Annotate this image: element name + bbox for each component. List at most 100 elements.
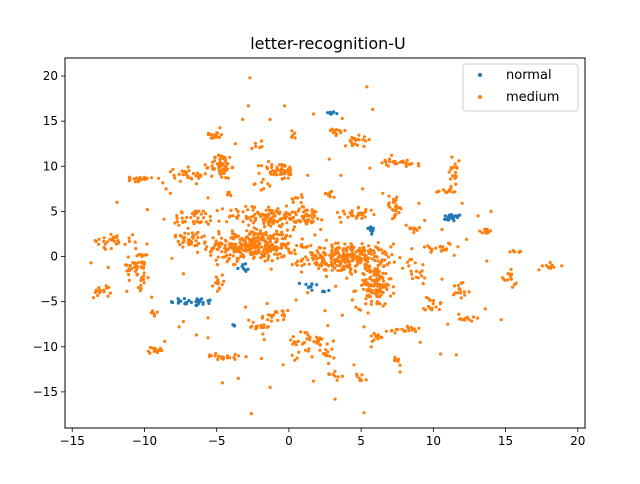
data-point <box>364 378 368 382</box>
data-point <box>259 139 263 143</box>
data-point <box>332 356 336 360</box>
data-point <box>229 208 233 212</box>
data-point <box>265 250 269 255</box>
data-point <box>324 353 328 357</box>
data-point <box>295 243 299 248</box>
data-point <box>265 167 270 171</box>
data-point <box>266 213 271 217</box>
data-point <box>205 166 209 170</box>
data-point <box>550 263 554 267</box>
data-point <box>351 136 355 140</box>
data-point <box>350 298 354 302</box>
data-point <box>486 231 490 235</box>
data-point <box>458 317 462 321</box>
data-point <box>233 232 237 237</box>
data-point <box>457 287 461 291</box>
data-point <box>223 243 228 247</box>
data-point <box>149 176 154 180</box>
data-point <box>305 337 309 341</box>
data-point <box>244 269 248 273</box>
data-point <box>318 348 322 352</box>
data-point <box>254 236 258 240</box>
data-point <box>317 266 321 270</box>
data-point <box>94 239 98 243</box>
data-point <box>349 242 353 246</box>
data-point <box>196 216 200 220</box>
data-point <box>409 325 413 329</box>
data-point <box>450 155 454 159</box>
data-point <box>102 239 106 243</box>
data-point <box>391 242 395 246</box>
data-point <box>307 214 311 218</box>
data-point <box>283 169 287 173</box>
x-tick-label: 20 <box>570 434 585 448</box>
data-point <box>367 251 371 255</box>
data-point <box>423 308 427 312</box>
data-point <box>330 262 334 267</box>
data-point <box>384 271 388 276</box>
data-point <box>366 266 370 270</box>
data-point <box>255 324 259 328</box>
data-point <box>354 216 358 220</box>
data-point <box>281 363 285 367</box>
data-point <box>430 306 434 310</box>
data-point <box>310 251 315 256</box>
data-point <box>264 233 268 237</box>
data-point <box>483 307 487 311</box>
data-point <box>296 339 300 343</box>
data-point <box>276 318 280 322</box>
data-point <box>275 237 279 241</box>
data-point <box>390 217 395 221</box>
data-point <box>313 214 317 218</box>
data-point <box>339 173 343 177</box>
data-point <box>467 290 471 294</box>
data-point <box>242 239 246 243</box>
data-point <box>231 254 235 258</box>
data-point <box>447 189 452 193</box>
data-point <box>380 258 384 262</box>
data-point <box>211 236 215 240</box>
data-point <box>350 247 355 251</box>
data-point <box>368 269 372 273</box>
data-point <box>378 302 382 306</box>
data-point <box>206 336 210 340</box>
data-point <box>422 245 427 249</box>
data-point <box>280 313 284 317</box>
data-point <box>296 209 300 213</box>
data-point <box>106 265 110 269</box>
data-point <box>440 227 444 232</box>
y-tick-label: −5 <box>40 295 58 309</box>
data-point <box>191 171 195 176</box>
data-point <box>241 210 245 214</box>
data-point <box>280 237 284 241</box>
data-point <box>390 208 395 212</box>
data-point <box>319 227 323 232</box>
data-point <box>327 372 332 377</box>
data-point <box>413 261 417 265</box>
data-point <box>304 282 308 286</box>
data-point <box>344 144 348 148</box>
data-point <box>306 333 310 337</box>
data-point <box>217 232 221 236</box>
data-point <box>364 254 368 258</box>
chart-title: letter-recognition-U <box>250 34 406 53</box>
data-point <box>338 215 342 219</box>
data-point <box>393 159 397 163</box>
data-point <box>423 218 427 222</box>
data-point <box>145 253 149 257</box>
data-point <box>96 289 100 293</box>
data-point <box>241 263 245 267</box>
data-point <box>336 269 340 273</box>
data-point <box>324 348 328 352</box>
data-point <box>216 255 220 259</box>
data-point <box>217 135 221 139</box>
data-point <box>330 250 334 254</box>
data-point <box>242 242 246 247</box>
data-point <box>215 209 219 213</box>
data-point <box>286 176 290 180</box>
data-point <box>285 221 289 225</box>
data-point <box>328 129 332 133</box>
data-point <box>180 169 184 173</box>
data-point <box>293 341 297 345</box>
data-point <box>385 287 389 291</box>
